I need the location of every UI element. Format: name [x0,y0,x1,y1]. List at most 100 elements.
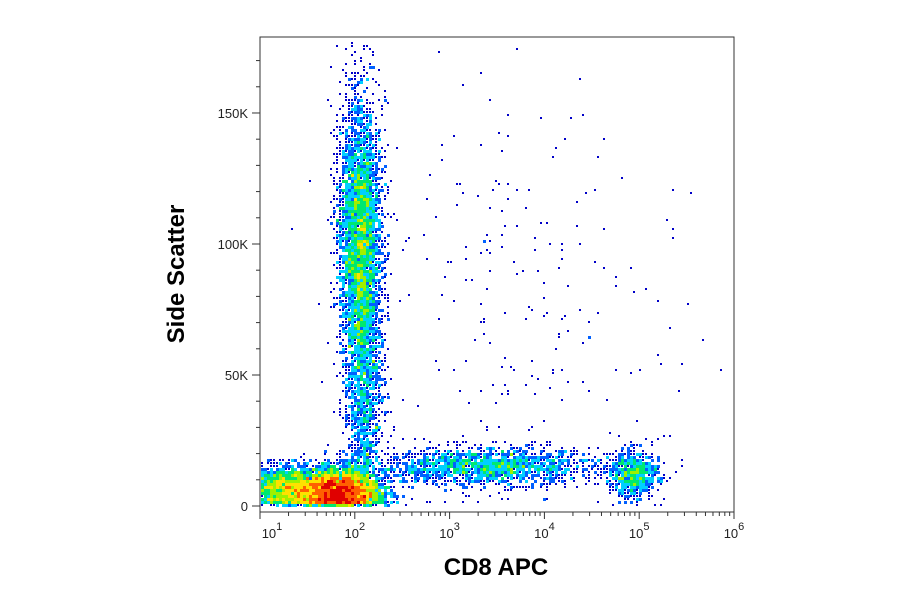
density-cell [384,477,386,479]
density-cell [375,327,378,330]
density-cell [393,456,396,459]
density-cell [351,258,354,261]
density-cell [351,363,354,366]
density-cell [351,102,354,105]
density-cell [510,447,513,450]
density-cell [621,459,624,462]
density-cell [363,501,366,504]
density-cell [339,462,341,464]
density-cell [519,486,521,488]
density-cell [372,498,375,501]
density-cell [360,411,363,414]
density-cell [372,417,375,420]
density-cell [396,147,398,149]
density-cell [378,456,380,458]
density-cell [648,474,650,476]
density-cell [357,300,360,303]
density-cell [372,192,374,194]
density-cell [366,375,369,378]
density-cell [288,492,291,495]
density-cell [348,315,351,318]
density-cell [363,423,365,425]
density-cell [528,189,530,191]
density-cell [357,243,360,246]
density-cell [492,453,494,455]
density-cell [372,273,375,276]
density-cell [294,489,297,492]
density-cell [384,315,386,317]
density-cell [270,480,273,483]
density-cell [336,171,338,173]
density-cell [357,222,360,225]
density-cell [633,489,636,492]
density-cell [630,474,633,477]
density-cell [612,471,614,473]
density-cell [351,387,353,389]
density-cell [633,456,636,459]
density-cell [375,243,378,246]
density-cell [339,453,341,455]
density-cell [468,468,471,471]
density-cell [345,150,347,152]
density-cell [378,408,380,410]
density-cell [633,453,635,455]
density-cell [315,495,318,498]
density-cell [366,78,369,81]
density-cell [360,141,363,144]
density-cell [480,420,482,422]
density-cell [618,456,621,459]
density-cell [447,459,450,462]
density-cell [357,234,360,237]
density-cell [618,480,621,483]
density-cell [456,477,458,479]
density-cell [378,282,380,284]
density-cell [351,297,354,300]
density-cell [549,471,552,474]
density-cell [423,471,425,473]
y-tick-label: 100K [218,237,249,252]
density-cell [399,459,401,461]
density-cell [345,171,348,174]
density-cell [372,147,374,149]
density-cell [357,333,360,336]
density-cell [543,456,546,459]
density-cell [375,189,377,191]
density-cell [351,252,354,255]
density-cell [312,489,315,492]
density-cell [489,468,492,471]
density-cell [534,468,537,471]
density-cell [612,459,614,461]
density-cell [354,105,357,108]
density-cell [387,447,389,449]
density-cell [300,492,303,495]
density-cell [333,135,335,137]
density-cell [426,483,428,485]
density-cell [465,468,468,471]
density-cell [618,465,620,467]
density-cell [453,453,455,455]
density-cell [483,483,485,485]
density-cell [597,501,599,503]
density-cell [375,318,377,320]
density-cell [375,423,378,426]
density-cell [486,288,488,290]
density-cell [309,480,312,483]
density-cell [348,297,351,300]
density-cell [369,495,372,498]
density-cell [363,438,365,440]
density-cell [342,255,345,258]
density-cell [324,492,327,495]
density-cell [582,471,584,473]
density-cell [315,498,318,501]
density-cell [348,255,351,258]
density-cell [363,417,366,420]
density-cell [348,312,351,315]
density-cell [360,348,363,351]
density-cell [642,483,645,486]
density-cell [357,459,360,462]
density-cell [354,189,357,192]
density-cell [267,459,270,462]
density-cell [351,186,354,189]
density-cell [375,321,377,323]
density-cell [354,276,357,279]
